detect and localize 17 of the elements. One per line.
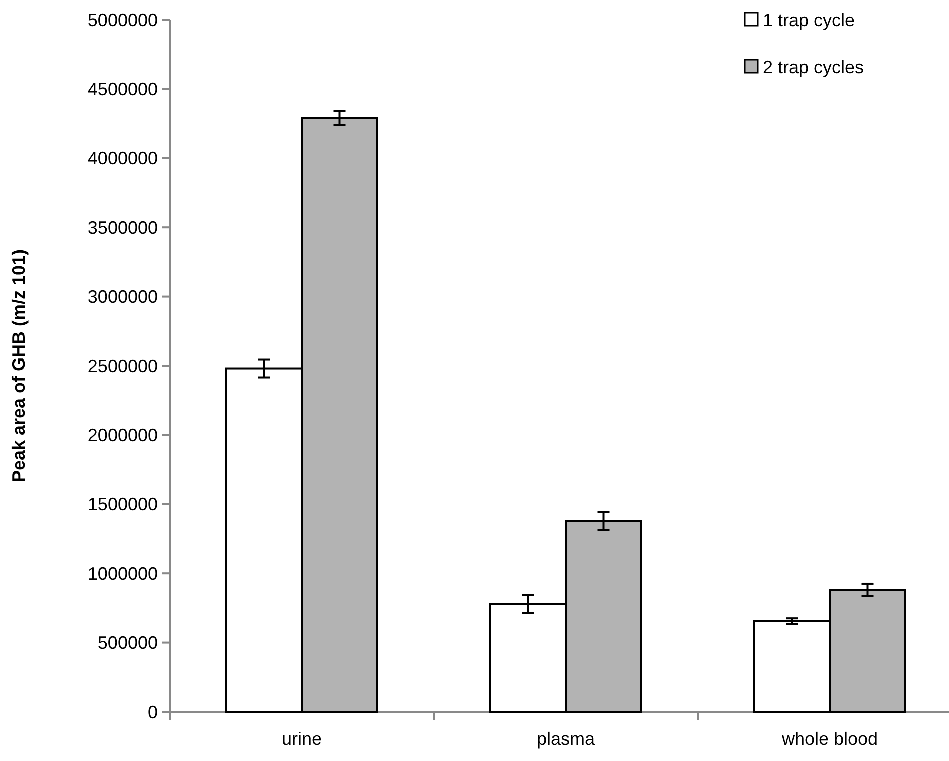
y-tick-label: 3500000: [88, 218, 158, 238]
legend-label: 2 trap cycles: [763, 57, 864, 78]
y-tick-label: 2500000: [88, 356, 158, 376]
y-axis-title: Peak area of GHB (m/z 101): [9, 249, 29, 483]
x-tick-label: whole blood: [780, 729, 878, 749]
y-tick-label: 4500000: [88, 80, 158, 100]
y-tick-label: 3000000: [88, 287, 158, 308]
y-tick-label: 5000000: [88, 10, 158, 30]
y-tick-label: 500000: [98, 633, 158, 654]
x-tick-label: urine: [282, 729, 322, 749]
y-tick-label: 0: [148, 702, 158, 722]
legend-label: 1 trap cycle: [763, 10, 856, 30]
x-tick-label: plasma: [536, 729, 596, 749]
y-tick-label: 4000000: [88, 148, 158, 169]
y-tick-label: 1000000: [88, 564, 158, 584]
y-tick-label: 1500000: [88, 494, 158, 515]
y-tick-label: 2000000: [88, 426, 158, 446]
